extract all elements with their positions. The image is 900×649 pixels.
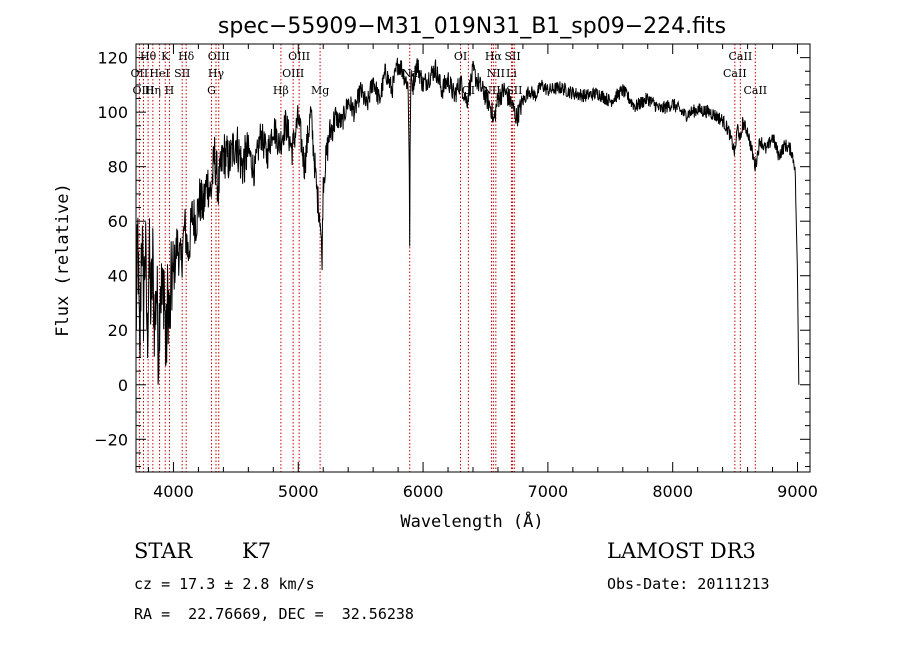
plot-axes: 4000 5000 6000 7000 8000 9000 −20 0 20 40 60 80 100 1… — [94, 43, 818, 501]
spectral-line-label-25: CaII — [729, 50, 753, 63]
spectral-line-label-6: H — [165, 84, 175, 97]
object-class: STAR — [134, 539, 193, 563]
spectral-line-label-9: OIII — [208, 50, 230, 63]
y-tick-label-2: 20 — [108, 321, 128, 340]
y-tick-label-6: 100 — [97, 103, 128, 122]
object-subclass: K7 — [242, 539, 272, 563]
spectral-line-label-23: Li — [506, 67, 517, 80]
y-tick-label-3: 40 — [108, 267, 128, 286]
spectral-line-label-7: SII — [174, 67, 190, 80]
spectral-line-label-1: OII — [131, 67, 149, 80]
spectral-line-label-15: Mg — [311, 84, 329, 97]
survey-name: LAMOST DR3 — [607, 539, 756, 563]
spectral-line-label-13: OIII — [282, 67, 304, 80]
spectrum-line-0 — [135, 57, 800, 385]
spectrum-series — [135, 57, 800, 385]
spectral-line-label-19: Hα — [485, 50, 503, 63]
spectral-line-label-26: CaII — [723, 67, 747, 80]
spectral-line-label-12: Hβ — [273, 84, 289, 97]
spectral-line-label-22: SII — [504, 50, 520, 63]
x-tick-label-2: 6000 — [403, 482, 444, 501]
y-tick-label-4: 60 — [108, 212, 128, 231]
obs-date: Obs-Date: 20111213 — [607, 575, 770, 593]
spectral-line-label-24: SII — [506, 84, 522, 97]
y-tick-label-7: 120 — [97, 49, 128, 68]
y-tick-label-0: −20 — [94, 430, 128, 449]
spectral-line-label-27: CaII — [743, 84, 767, 97]
y-tick-label-5: 80 — [108, 158, 128, 177]
y-tick-label-1: 0 — [118, 376, 128, 395]
x-tick-label-5: 9000 — [777, 482, 818, 501]
x-tick-label-3: 7000 — [528, 482, 569, 501]
x-tick-label-0: 4000 — [153, 482, 194, 501]
spectral-line-label-4: HeI — [149, 67, 169, 80]
spectral-line-label-2: OIII — [132, 84, 154, 97]
chart-title: spec−55909−M31_019N31_B1_sp09−224.fits — [218, 14, 726, 39]
spectral-line-label-3: Hη — [145, 84, 161, 97]
x-tick-label-4: 8000 — [652, 482, 693, 501]
spectral-line-label-11: G — [207, 84, 216, 97]
x-axis-label: Wavelength (Å) — [400, 510, 543, 532]
coordinates: RA = 22.76669, DEC = 32.56238 — [134, 605, 414, 623]
spectral-line-label-8: Hδ — [178, 50, 195, 63]
y-axis-label: Flux (relative) — [53, 183, 73, 337]
redshift-value: cz = 17.3 ± 2.8 km/s — [134, 575, 315, 593]
spectral-line-label-10: Hγ — [208, 67, 225, 80]
spectral-line-label-5: K — [161, 50, 170, 63]
x-tick-label-1: 5000 — [278, 482, 319, 501]
spectral-line-label-14: OIII — [288, 50, 310, 63]
spectral-line-label-21: NII — [487, 67, 505, 80]
spectral-line-label-0: Hθ — [140, 50, 157, 63]
spectral-line-label-17: OI — [454, 50, 467, 63]
